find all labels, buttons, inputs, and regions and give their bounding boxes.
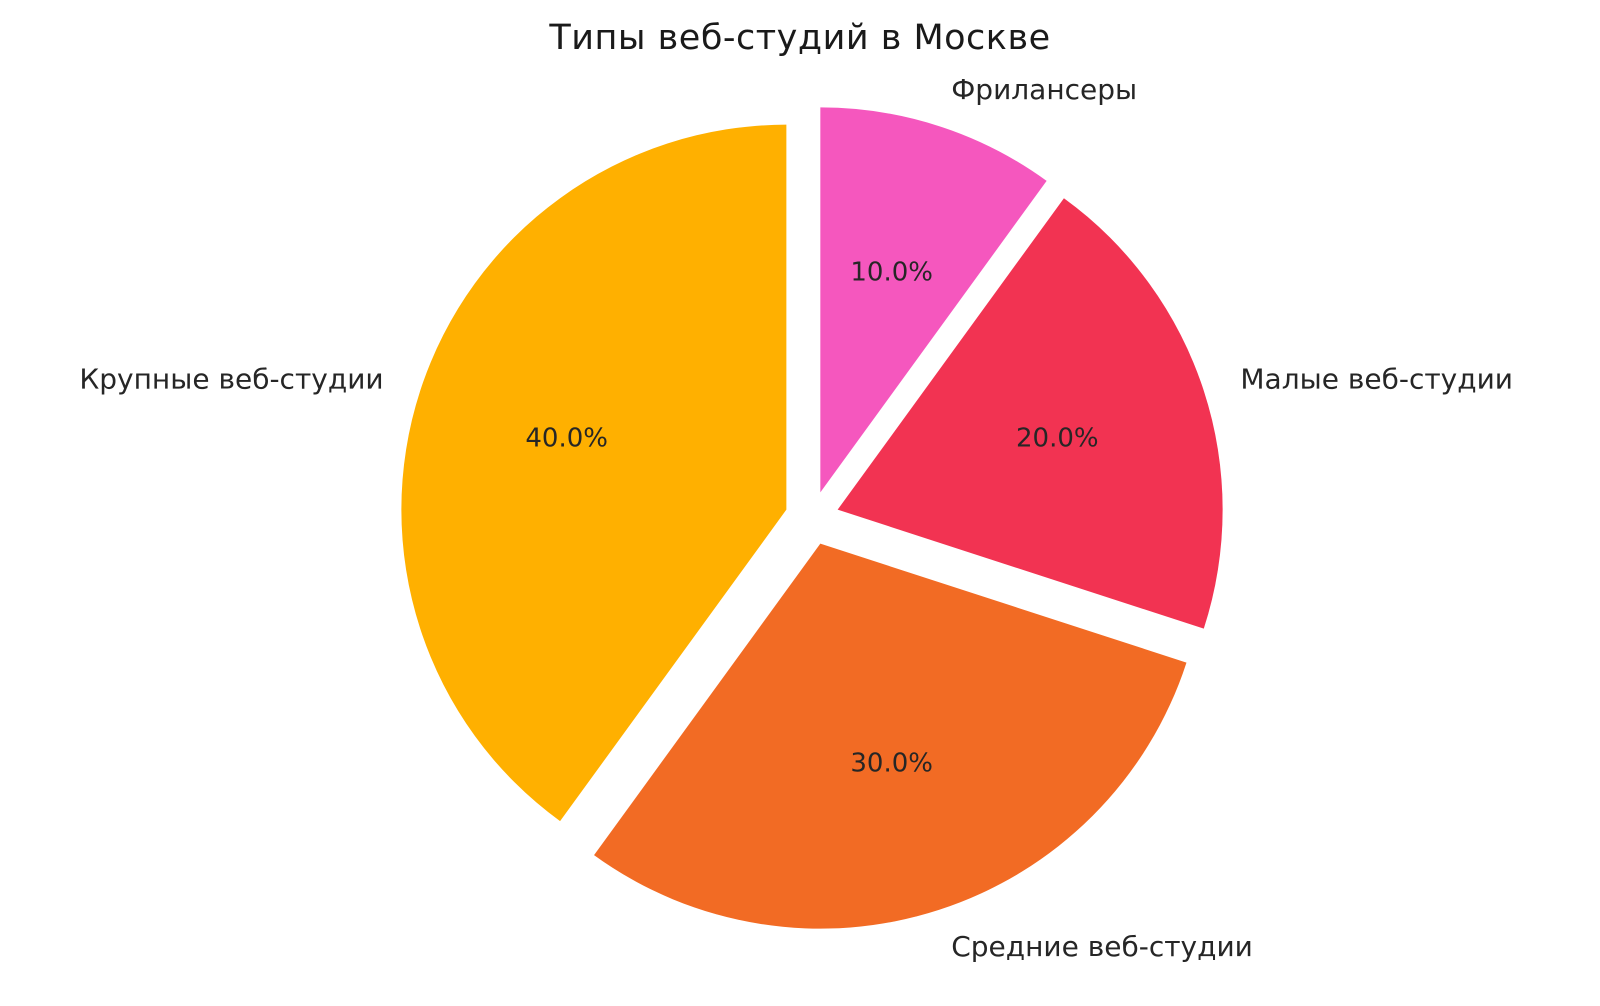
pie-category-label-2: Средние веб-студии [951, 930, 1253, 963]
pie-category-label-3: Крупные веб-студии [79, 362, 383, 395]
pie-pct-label-0: 10.0% [850, 258, 933, 288]
pie-slice-0 [820, 107, 1047, 493]
pie-pct-label-3: 40.0% [525, 423, 608, 453]
pie-category-label-0: Фрилансеры [951, 73, 1137, 106]
pie-category-label-1: Малые веб-студии [1240, 362, 1513, 395]
chart-title: Типы веб-студий в Москве [549, 18, 1051, 58]
pie-pct-label-2: 30.0% [850, 748, 933, 778]
pie-pct-label-1: 20.0% [1016, 423, 1099, 453]
pie-slice-1 [837, 198, 1223, 629]
pie-slice-2 [594, 543, 1187, 929]
pie-slice-3 [401, 124, 787, 822]
